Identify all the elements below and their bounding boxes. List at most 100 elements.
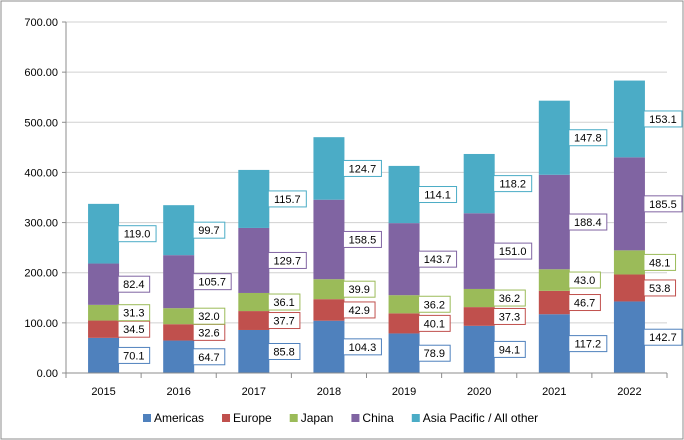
- data-label: 32.6: [198, 327, 219, 339]
- data-label: 158.5: [349, 234, 377, 246]
- bar-segment-europe-2016: [163, 324, 195, 341]
- data-label: 115.7: [274, 194, 301, 206]
- bar-segment-europe-2020: [463, 307, 495, 326]
- bar-segment-asia-pacific-all-other-2021: [538, 100, 570, 175]
- y-tick-label: 700.00: [24, 17, 58, 29]
- data-label-box: [267, 251, 307, 269]
- data-label-box: [192, 273, 232, 291]
- data-label: 48.1: [649, 257, 670, 269]
- data-label: 40.1: [424, 318, 445, 330]
- data-label: 53.8: [649, 283, 670, 295]
- y-axis-ticks: 0.00 100.00 200.00 300.00 400.00 500.00 600.00…: [24, 17, 66, 380]
- y-tick-label: 100.00: [24, 318, 58, 330]
- data-label-box: [493, 340, 526, 358]
- data-label-box: [342, 338, 382, 356]
- x-tick-label: 2017: [242, 386, 266, 398]
- bar-segment-europe-2019: [388, 313, 420, 334]
- data-label-box: [643, 279, 677, 297]
- bar-segment-china-2015: [88, 263, 120, 305]
- data-label: 32.0: [198, 311, 219, 323]
- data-label-box: [493, 175, 533, 193]
- data-label: 85.8: [273, 346, 294, 358]
- bar-segment-japan-2021: [538, 269, 570, 291]
- data-label: 142.7: [649, 332, 677, 344]
- data-label: 185.5: [649, 199, 677, 211]
- data-label: 34.5: [123, 324, 144, 336]
- bar-segment-china-2022: [613, 157, 645, 251]
- data-label: 43.0: [574, 275, 595, 287]
- x-tick-label: 2020: [467, 386, 491, 398]
- data-label-box: [493, 289, 526, 307]
- bar-segment-europe-2022: [613, 274, 645, 302]
- legend-swatch: [222, 414, 231, 422]
- bar-segment-china-2016: [163, 255, 195, 309]
- data-label-box: [192, 348, 226, 366]
- data-label-box: [568, 335, 608, 353]
- bar-segment-china-2020: [463, 213, 495, 289]
- bar-segment-americas-2015: [88, 337, 120, 373]
- bar-segment-americas-2021: [538, 314, 570, 373]
- data-label-box: [493, 307, 526, 325]
- bar-segment-europe-2017: [238, 311, 270, 330]
- data-label: 94.1: [499, 344, 520, 356]
- axes: [65, 22, 668, 378]
- bar-segment-japan-2018: [313, 279, 345, 300]
- bar-segment-japan-2017: [238, 292, 270, 312]
- data-label: 36.2: [424, 299, 445, 311]
- bar-segment-americas-2017: [238, 329, 270, 373]
- x-tick-label: 2021: [542, 386, 566, 398]
- data-labels: 70.1 34.5 31.3 82.4 119.0 64.7 32.6 32.0 105.7 99…: [117, 110, 683, 366]
- bar-segment-americas-2019: [388, 333, 420, 373]
- bar-segment-japan-2016: [163, 308, 195, 325]
- data-label: 143.7: [424, 254, 452, 266]
- legend-item: Asia Pacific / All other: [411, 411, 538, 425]
- data-label: 153.1: [649, 114, 677, 126]
- data-label: 104.3: [349, 342, 377, 354]
- bar-segment-china-2017: [238, 227, 270, 293]
- data-label-box: [192, 221, 226, 239]
- legend-swatch: [411, 414, 420, 422]
- data-label: 36.2: [499, 293, 520, 305]
- legend-swatch: [289, 414, 298, 422]
- bar-segment-japan-2020: [463, 288, 495, 308]
- data-label-box: [267, 312, 301, 330]
- data-label-box: [192, 307, 226, 325]
- data-label-box: [117, 304, 151, 322]
- legend-item: Americas: [143, 411, 204, 425]
- y-tick-label: 500.00: [24, 117, 58, 129]
- y-tick-label: 200.00: [24, 268, 58, 280]
- y-tick-label: 300.00: [24, 218, 58, 230]
- data-label-box: [568, 294, 601, 312]
- legend-label: China: [362, 411, 394, 425]
- data-label: 129.7: [274, 255, 302, 267]
- data-label: 124.7: [349, 163, 377, 175]
- legend-label: Americas: [154, 411, 204, 425]
- bar-segment-europe-2015: [88, 320, 120, 338]
- legend-item: Europe: [222, 411, 272, 425]
- data-label-box: [568, 271, 601, 289]
- data-label: 114.1: [424, 190, 451, 202]
- data-label-box: [568, 129, 608, 147]
- data-label: 82.4: [123, 279, 144, 291]
- data-label-box: [643, 328, 683, 346]
- data-label-box: [342, 159, 382, 177]
- x-tick-label: 2019: [392, 386, 416, 398]
- data-label: 70.1: [123, 350, 144, 362]
- bar-segment-japan-2022: [613, 250, 645, 275]
- data-label: 39.9: [349, 284, 370, 296]
- data-label: 31.3: [123, 308, 144, 320]
- data-label-box: [267, 342, 301, 360]
- data-label-box: [418, 314, 451, 332]
- bar-segment-china-2021: [538, 174, 570, 270]
- data-label-box: [342, 230, 382, 248]
- data-label: 99.7: [198, 225, 219, 237]
- data-label-box: [117, 275, 151, 293]
- x-tick-label: 2018: [317, 386, 341, 398]
- bar-segment-asia-pacific-all-other-2019: [388, 165, 420, 224]
- y-tick-label: 0.00: [37, 368, 58, 380]
- bar-segment-americas-2018: [313, 320, 345, 373]
- data-label: 188.4: [574, 217, 602, 229]
- x-tick-label: 2015: [91, 386, 115, 398]
